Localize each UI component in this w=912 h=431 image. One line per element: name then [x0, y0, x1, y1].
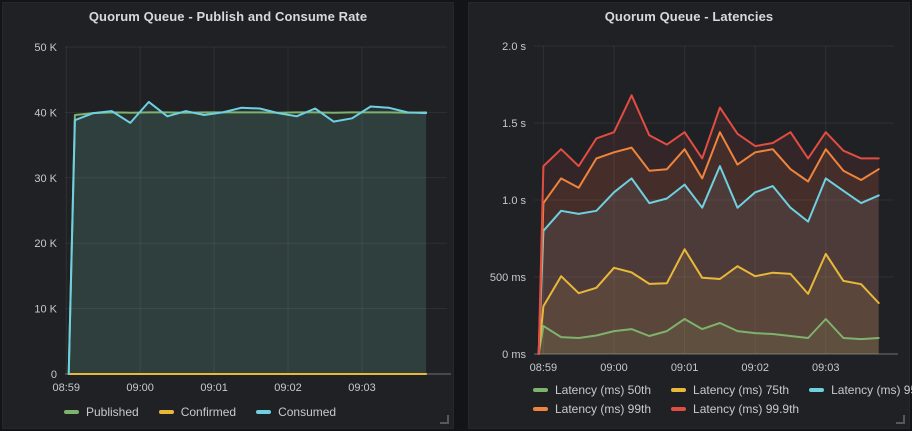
legend-label: Latency (ms) 95th: [831, 383, 912, 397]
legend-swatch-icon: [256, 410, 272, 414]
legend-label: Latency (ms) 99th: [555, 402, 652, 416]
legend-label: Latency (ms) 50th: [555, 383, 652, 397]
legend-item-confirmed[interactable]: Confirmed: [158, 405, 237, 419]
legend-swatch-icon: [671, 407, 687, 411]
x-axis-tick-label: 09:01: [671, 362, 699, 374]
legend-row: Published Confirmed Consumed: [64, 405, 336, 419]
series-area-latency-ms-95th: [538, 166, 879, 354]
panel-title-latencies[interactable]: Quorum Queue - Latencies: [604, 9, 774, 24]
y-axis-tick-label: 30 K: [34, 173, 57, 185]
series-line-latency-ms-95th[interactable]: [537, 165, 880, 355]
legend-row: Latency (ms) 99th Latency (ms) 99.9th: [533, 402, 912, 416]
latency-chart-canvas[interactable]: 0 ms 500 ms 1.0 s 1.5 s 2.0 s 08:59 09:00 09:01…: [469, 3, 911, 430]
y-axis-tick-label: 500 ms: [490, 272, 527, 284]
legend-swatch-icon: [671, 388, 687, 392]
legend-item-latency-ms-99.9th[interactable]: Latency (ms) 99.9th: [671, 402, 799, 416]
x-axis-tick-label: 09:02: [274, 382, 302, 394]
rate-chart-legend: Published Confirmed Consumed: [64, 405, 336, 419]
legend-swatch-icon: [533, 388, 548, 392]
legend-label: Latency (ms) 99.9th: [693, 402, 800, 416]
x-axis-tick-label: 09:03: [812, 362, 840, 374]
series-area-latency-ms-75th: [538, 249, 879, 354]
series-line-published[interactable]: [67, 111, 428, 375]
legend-item-published[interactable]: Published: [64, 405, 139, 419]
panel-latencies: Quorum Queue - Latencies 0 ms 500 ms 1.0 s…: [468, 2, 912, 430]
legend-row: Latency (ms) 50th Latency (ms) 75th Latenc…: [533, 383, 912, 397]
legend-swatch-icon: [533, 407, 548, 411]
y-axis-tick-label: 40 K: [34, 107, 57, 119]
latency-chart-legend: Latency (ms) 50th Latency (ms) 75th Latenc…: [533, 383, 912, 416]
panel-resize-handle-icon[interactable]: [896, 415, 905, 424]
y-axis-tick-label: 50 K: [34, 42, 57, 54]
legend-item-latency-ms-95th[interactable]: Latency (ms) 95th: [809, 383, 912, 397]
series-line-latency-ms-99.9th[interactable]: [537, 94, 880, 355]
legend-label: Confirmed: [180, 405, 237, 419]
x-axis-tick-label: 09:01: [200, 382, 228, 394]
x-axis-tick-label: 08:59: [52, 382, 80, 394]
legend-label: Published: [86, 405, 139, 419]
legend-label: Consumed: [278, 405, 337, 419]
series-area-consumed: [68, 101, 427, 375]
series-line-latency-ms-75th[interactable]: [537, 248, 880, 355]
x-axis-tick-label: 09:03: [348, 382, 376, 394]
y-axis-tick-label: 1.5 s: [502, 118, 526, 130]
y-axis-tick-label: 2.0 s: [502, 41, 526, 53]
rate-chart-canvas[interactable]: 0 10 K 20 K 30 K 40 K 50 K 08:59 09:00 09:01 09:0…: [3, 3, 455, 430]
x-axis-tick-label: 08:59: [530, 362, 558, 374]
legend-swatch-icon: [64, 410, 79, 414]
series-area-published: [68, 112, 427, 375]
y-axis-tick-label: 20 K: [34, 238, 57, 250]
legend-item-latency-ms-50th[interactable]: Latency (ms) 50th: [533, 383, 651, 397]
y-axis-tick-label: 1.0 s: [502, 195, 526, 207]
series-area-latency-ms-50th: [538, 319, 879, 354]
x-axis-tick-label: 09:00: [126, 382, 154, 394]
series-area-latency-ms-99.9th: [538, 95, 879, 355]
x-axis-tick-label: 09:02: [741, 362, 769, 374]
series-line-latency-ms-99th[interactable]: [537, 131, 880, 355]
y-axis-tick-label: 0 ms: [502, 349, 526, 361]
y-axis-tick-label: 10 K: [34, 304, 57, 316]
panel-resize-handle-icon[interactable]: [440, 415, 449, 424]
legend-item-latency-ms-75th[interactable]: Latency (ms) 75th: [671, 383, 789, 397]
legend-label: Latency (ms) 75th: [693, 383, 790, 397]
legend-item-latency-ms-99th[interactable]: Latency (ms) 99th: [533, 402, 651, 416]
series-area-latency-ms-99th: [538, 132, 879, 354]
panel-publish-consume-rate: Quorum Queue - Publish and Consume Rate …: [2, 2, 454, 429]
y-axis-tick-label: 0: [51, 369, 57, 381]
legend-item-consumed[interactable]: Consumed: [256, 405, 336, 419]
x-axis-tick-label: 09:00: [600, 362, 628, 374]
legend-swatch-icon: [809, 388, 825, 392]
series-line-latency-ms-50th[interactable]: [537, 318, 880, 355]
legend-swatch-icon: [158, 410, 174, 414]
panel-title-rate[interactable]: Quorum Queue - Publish and Consume Rate: [88, 9, 368, 24]
series-line-consumed[interactable]: [67, 100, 428, 375]
